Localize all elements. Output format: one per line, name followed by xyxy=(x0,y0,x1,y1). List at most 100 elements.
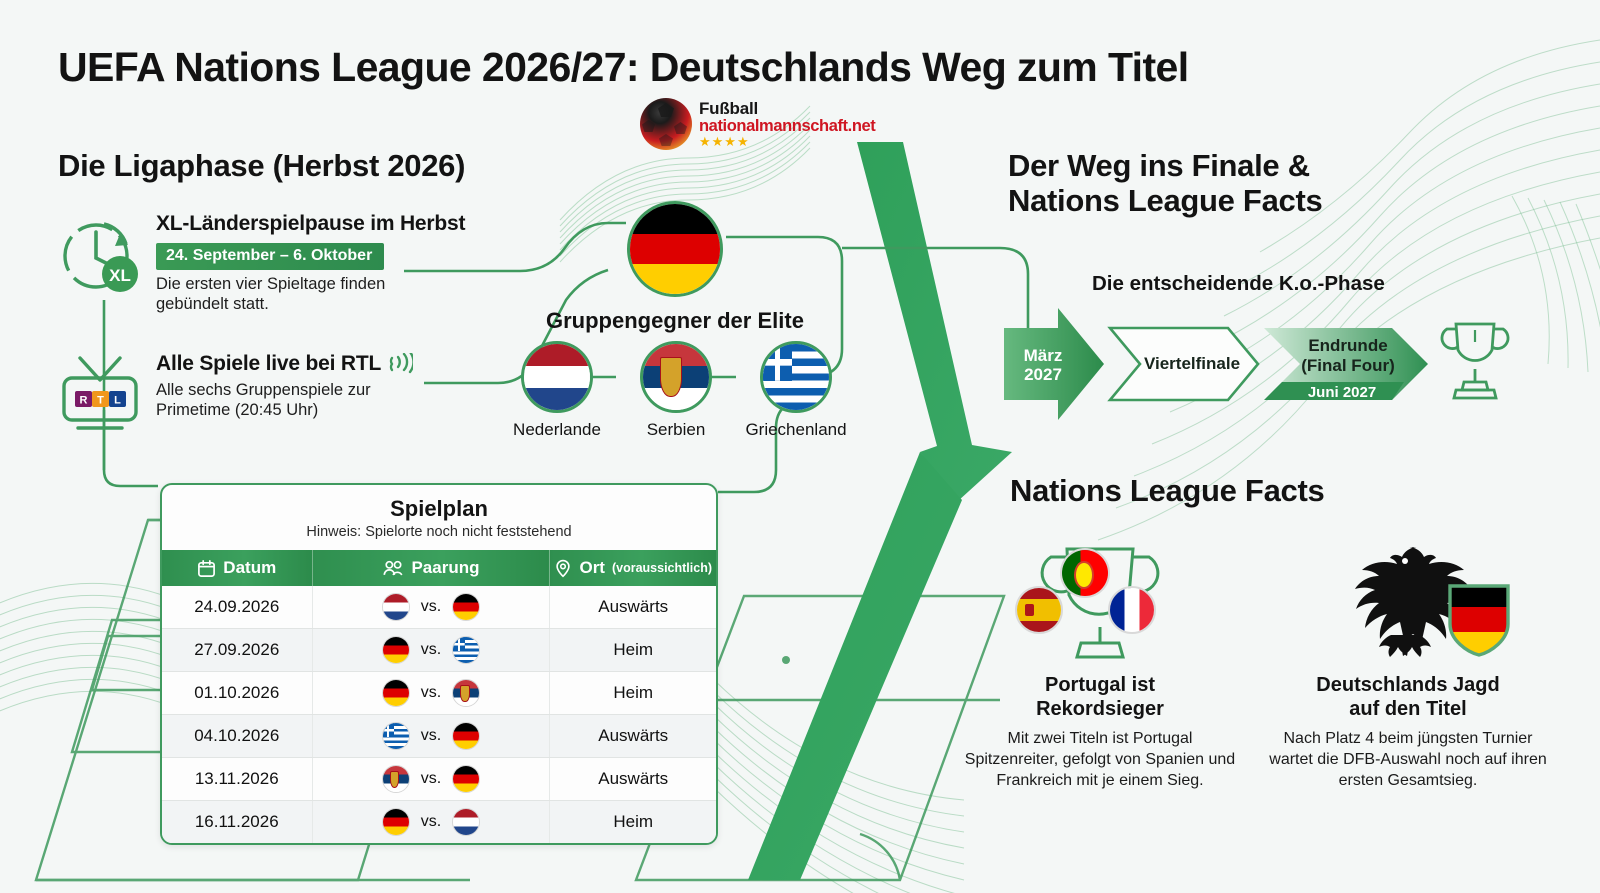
trophy-flags-icon xyxy=(960,538,1240,666)
bullet-xl-heading: XL-Länderspielpause im Herbst xyxy=(156,212,466,235)
flag-gr-icon xyxy=(452,636,481,664)
table-row: 24.09.2026 vs. Auswärts xyxy=(162,586,716,629)
cell-ort: Auswärts xyxy=(549,714,716,758)
flag-de-icon xyxy=(381,808,410,836)
opponent-label: Nederlande xyxy=(513,420,601,439)
table-row: 13.11.2026 vs. Auswärts xyxy=(162,757,716,801)
svg-text:T: T xyxy=(97,395,104,407)
cell-paarung: vs. xyxy=(312,714,551,758)
cell-paarung: vs. xyxy=(312,757,551,801)
bullet-rtl-body: Alle sechs Gruppenspiele zur Primetime (… xyxy=(156,381,371,420)
location-pin-icon xyxy=(556,559,571,577)
cell-paarung: vs. xyxy=(312,586,551,629)
cell-ort: Heim xyxy=(549,671,716,715)
column-header-label: Paarung xyxy=(411,558,480,577)
ko-step-1-label: März 2027 xyxy=(1023,346,1063,385)
cell-datum: 16.11.2026 xyxy=(162,800,313,843)
flag-es-icon xyxy=(1015,586,1063,634)
vs-label: vs. xyxy=(420,598,442,615)
left-section-title: Die Ligaphase (Herbst 2026) xyxy=(58,148,466,183)
vs-label: vs. xyxy=(420,641,442,658)
flag-nl-icon xyxy=(452,808,481,836)
spielplan-card: Spielplan Hinweis: Spielorte noch nicht … xyxy=(160,483,718,845)
football-icon xyxy=(640,98,692,150)
fact-portugal-heading: Portugal ist Rekordsieger xyxy=(1036,674,1164,720)
right-section-title: Der Weg ins Finale & Nations League Fact… xyxy=(1008,148,1478,219)
fact-germany-body: Nach Platz 4 beim jüngsten Turnier warte… xyxy=(1269,730,1547,790)
opponent-nederlande: Nederlande xyxy=(497,341,617,440)
cell-paarung: vs. xyxy=(312,671,551,715)
ko-step-1-shape xyxy=(1004,308,1104,420)
ko-phase-title: Die entscheidende K.o.-Phase xyxy=(1092,272,1385,295)
flag-de-icon xyxy=(381,636,410,664)
column-header-sublabel: (voraussichtlich) xyxy=(611,561,712,575)
cell-ort: Heim xyxy=(549,628,716,672)
clock-xl-icon: XL xyxy=(58,212,142,314)
ko-step-2-shape xyxy=(1107,326,1260,402)
cell-datum: 27.09.2026 xyxy=(162,628,313,672)
logo-line-2: nationalmannschaft.net xyxy=(699,117,876,136)
broadcast-waves-icon xyxy=(389,353,414,374)
svg-text:L: L xyxy=(114,395,121,407)
tv-rtl-icon: R T L xyxy=(58,352,142,441)
people-icon xyxy=(383,560,403,575)
bullet-xl-body: Die ersten vier Spieltage finden gebünde… xyxy=(156,275,386,314)
vs-label: vs. xyxy=(420,813,442,830)
svg-text:R: R xyxy=(80,395,88,407)
germany-flag-node xyxy=(627,201,723,297)
spielplan-title: Spielplan xyxy=(390,496,488,521)
flag-rs-icon xyxy=(640,341,712,413)
cell-datum: 13.11.2026 xyxy=(162,757,313,801)
group-opponents-title: Gruppengegner der Elite xyxy=(546,308,804,333)
opponent-label: Griechenland xyxy=(745,420,847,439)
flag-nl-icon xyxy=(521,341,593,413)
opponent-griechenland: Griechenland xyxy=(736,341,856,440)
column-header-ort: Ort (voraussichtlich) xyxy=(549,550,716,586)
ko-step-3-badge: Juni 2027 xyxy=(1307,384,1377,401)
flag-de-icon xyxy=(452,765,481,793)
table-row: 01.10.2026 vs. Heim xyxy=(162,671,716,715)
svg-text:XL: XL xyxy=(109,266,131,285)
column-header-label: Ort xyxy=(579,558,605,577)
ko-phase-flow: März 2027 Viertelfinale Endrunde (Final … xyxy=(1000,306,1560,426)
bullet-xl-pause: XL XL-Länderspielpause im Herbst 24. Sep… xyxy=(58,212,465,314)
bullet-rtl-heading: Alle Spiele live bei RTL xyxy=(156,352,382,375)
right-section-title-line2: Nations League Facts xyxy=(1008,183,1323,219)
page-title: UEFA Nations League 2026/27: Deutschland… xyxy=(58,44,1189,90)
fact-germany: Deutschlands Jagd auf den Titel Nach Pla… xyxy=(1268,538,1548,792)
germany-shield-icon xyxy=(1448,584,1510,657)
flag-gr-icon xyxy=(381,722,410,750)
flag-rs-icon xyxy=(452,679,481,707)
cell-ort: Auswärts xyxy=(549,757,716,801)
table-row: 16.11.2026 vs. Heim xyxy=(162,800,716,843)
facts-title: Nations League Facts xyxy=(1010,473,1325,508)
flag-de-icon xyxy=(381,679,410,707)
fact-portugal: Portugal ist Rekordsieger Mit zwei Titel… xyxy=(960,538,1240,792)
table-row: 04.10.2026 vs. Auswärts xyxy=(162,714,716,758)
ko-step-2-label: Viertelfinale xyxy=(1143,354,1241,373)
vs-label: vs. xyxy=(420,727,442,744)
opponent-serbien: Serbien xyxy=(616,341,736,440)
calendar-icon xyxy=(198,559,216,577)
table-row: 27.09.2026 vs. Heim xyxy=(162,628,716,672)
column-header-paarung: Paarung xyxy=(312,550,551,586)
ko-step-3-label: Endrunde (Final Four) xyxy=(1301,336,1395,376)
flag-pt-icon xyxy=(1060,548,1110,598)
cell-datum: 04.10.2026 xyxy=(162,714,313,758)
federal-eagle-icon xyxy=(1268,538,1548,666)
cell-ort: Heim xyxy=(549,800,716,843)
site-logo[interactable]: Fußball nationalmannschaft.net ★★★★ xyxy=(640,98,876,150)
column-header-label: Datum xyxy=(223,558,277,577)
column-header-datum: Datum xyxy=(162,550,313,586)
date-range-chip: 24. September – 6. Oktober xyxy=(156,243,385,270)
flag-de-icon xyxy=(452,593,481,621)
right-section-title-line1: Der Weg ins Finale & xyxy=(1008,148,1310,183)
fact-portugal-body: Mit zwei Titeln ist Portugal Spitzenreit… xyxy=(964,730,1236,790)
logo-stars: ★★★★ xyxy=(699,133,750,149)
flag-gr-icon xyxy=(760,341,832,413)
bullet-rtl-broadcast: R T L Alle Spiele live bei RTL Alle sech… xyxy=(58,352,414,441)
spielplan-note: Hinweis: Spielorte noch nicht feststehen… xyxy=(306,524,572,540)
cell-datum: 01.10.2026 xyxy=(162,671,313,715)
flag-fr-icon xyxy=(1108,586,1156,634)
